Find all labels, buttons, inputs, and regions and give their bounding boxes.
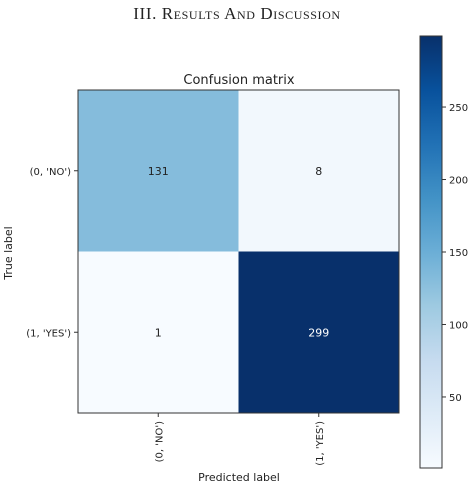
heatmap-cell [78,251,239,413]
plot-frame [77,89,400,414]
section-heading: III. Results And Discussion [133,4,341,23]
heatmap-cell [238,90,399,252]
y-tick-label: (0, 'NO') [30,167,71,178]
cell-value-label: 1 [155,326,162,339]
chart-title: Confusion matrix [183,73,294,88]
colorbar-tick-label: 100 [449,320,468,331]
y-tick-label: (1, 'YES') [26,328,71,339]
x-tick-label: (0, 'NO') [154,421,165,462]
heatmap-cell [238,251,399,413]
x-axis-label: Predicted label [198,471,280,484]
cell-value-label: 299 [308,326,329,339]
colorbar-tick-label: 250 [449,103,468,114]
cell-value-label: 131 [148,165,169,178]
colorbar-tick-label: 150 [449,248,468,259]
heatmap-cell [78,90,239,252]
y-axis-label: True label [2,226,15,280]
x-tick-label: (1, 'YES') [315,421,326,466]
colorbar-tick-label: 200 [449,176,468,187]
colorbar [419,35,443,469]
cell-value-label: 8 [315,165,322,178]
colorbar-tick-label: 50 [449,393,462,404]
